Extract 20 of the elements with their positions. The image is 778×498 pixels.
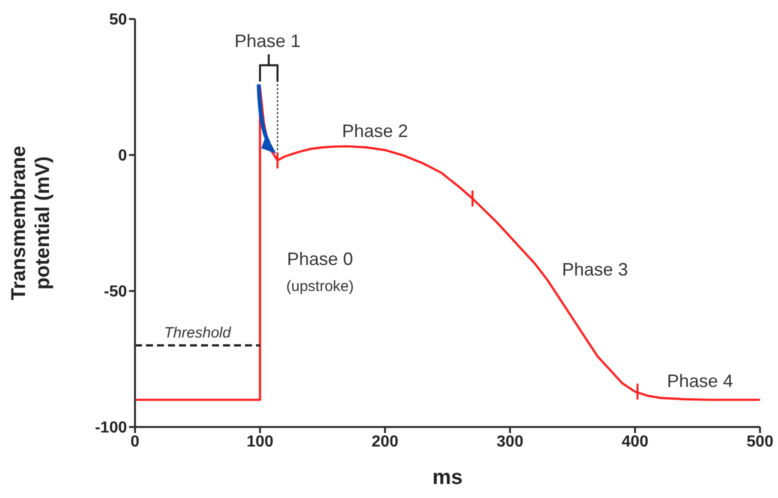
series-label: Threshold [164, 324, 232, 342]
annotation: Phase 1 [234, 31, 301, 52]
x-tick-label: 300 [496, 433, 524, 450]
x-tick-label: 0 [130, 433, 140, 450]
annotation: Phase 2 [342, 120, 408, 141]
y-tick-label: -100 [94, 420, 128, 437]
x-axis-title: ms [432, 466, 463, 489]
y-tick-label: -50 [104, 284, 128, 301]
annotation: Phase 0 [286, 248, 354, 269]
x-tick-label: 400 [622, 433, 648, 450]
annotation: Phase 4 [666, 371, 734, 392]
y-axis-title: Transmembrane potential (mV) [8, 146, 54, 300]
x-tick-label: 500 [746, 433, 774, 450]
line-series [135, 86, 760, 401]
annotation: (upstroke) [286, 278, 354, 295]
y-tick-label: 0 [118, 148, 128, 165]
annotation: Phase 3 [562, 260, 628, 280]
y-tick-label: 50 [109, 12, 128, 29]
x-tick-label: 100 [246, 433, 274, 450]
x-tick-label: 200 [372, 433, 398, 450]
